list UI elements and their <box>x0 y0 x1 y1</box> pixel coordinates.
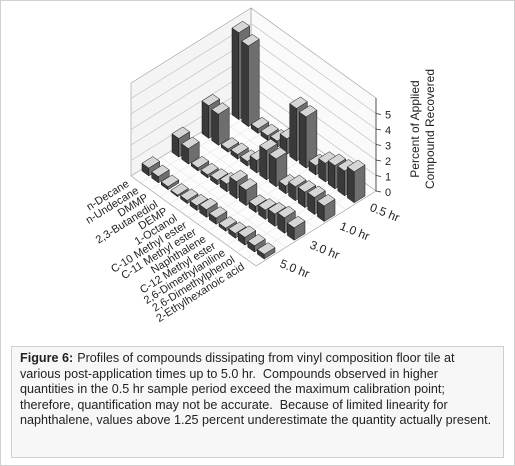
bar-side <box>248 38 260 128</box>
z-tick-label: 4 <box>385 125 391 137</box>
floor-grid <box>160 157 287 248</box>
bar-top <box>298 105 318 118</box>
z-tick <box>375 144 382 146</box>
bar-top <box>208 206 228 219</box>
bar-top <box>151 164 170 177</box>
bar-top <box>241 34 260 47</box>
bar-top <box>201 93 221 107</box>
bar-top <box>278 174 297 187</box>
bar <box>160 174 180 191</box>
bar <box>247 233 266 253</box>
bar-top <box>228 221 247 234</box>
bar-top <box>160 174 180 187</box>
bar-top <box>258 198 277 211</box>
bar-front <box>289 103 297 162</box>
caption-text: Profiles of compounds dissipating from v… <box>20 351 492 427</box>
bar-top <box>210 168 229 181</box>
bar <box>346 159 366 204</box>
bar <box>316 194 336 222</box>
bar <box>211 102 230 146</box>
bar-top <box>171 126 191 139</box>
z-axis-title: Percent of Applied <box>408 80 422 177</box>
bar-top <box>259 138 278 151</box>
bar-top <box>297 180 317 193</box>
chart: 0 1 2 3 4 5 Percent of Applied Compound Recover… <box>84 7 437 325</box>
bar-top <box>231 20 251 34</box>
bar-top <box>346 159 366 172</box>
bar-front <box>347 166 355 204</box>
bar <box>151 164 170 184</box>
bar-top <box>289 96 308 109</box>
bar-top <box>238 178 258 191</box>
bar-top <box>211 102 230 115</box>
bar-top <box>218 216 237 229</box>
bar-top <box>277 205 296 219</box>
bar-front <box>231 27 240 121</box>
bar-front <box>299 111 307 169</box>
z-tick <box>375 175 382 177</box>
z-tick-label: 1 <box>385 172 391 184</box>
bar-top <box>318 151 337 164</box>
z-tick-label: 0 <box>385 187 391 199</box>
z-tick <box>375 159 382 162</box>
z-tick <box>375 128 382 131</box>
bar-top <box>256 242 276 255</box>
z-tick <box>375 113 382 115</box>
bar-top <box>337 159 356 172</box>
bar-top <box>316 194 336 207</box>
z-tick-label: 3 <box>385 141 391 153</box>
bar <box>241 34 260 128</box>
bar <box>170 183 189 198</box>
z-axis-title: Compound Recovered <box>423 69 437 189</box>
bar-top <box>220 137 240 150</box>
series-label: 0.5 hr <box>368 200 402 224</box>
bar-top <box>200 162 219 176</box>
bar-top <box>237 225 257 238</box>
bar-top <box>260 123 279 137</box>
bar-top <box>229 169 248 182</box>
bar <box>238 178 258 207</box>
bar <box>190 155 210 172</box>
bar-top <box>250 116 270 130</box>
bar-top <box>199 197 218 211</box>
caption: Figure 6: Profiles of compounds dissipati… <box>11 346 504 458</box>
bar-top <box>189 194 209 207</box>
bar <box>256 242 276 260</box>
bar-top <box>248 194 267 207</box>
bar <box>208 206 228 225</box>
z-tick-label: 2 <box>385 156 391 168</box>
bar-top <box>327 153 347 166</box>
bar-top <box>170 183 189 196</box>
bar-top <box>286 215 306 229</box>
bar-top <box>268 146 288 160</box>
series-label: 1.0 hr <box>338 219 372 243</box>
series-label: 3.0 hr <box>308 238 342 262</box>
series-label: 5.0 hr <box>278 256 312 280</box>
bar-top <box>288 174 307 188</box>
bar-top <box>230 142 249 155</box>
z-tick <box>375 190 382 193</box>
bar-front <box>241 40 249 128</box>
bar-top <box>181 136 200 149</box>
bar-front <box>201 100 210 139</box>
bar-front <box>259 145 267 181</box>
caption-label: Figure 6: <box>20 351 74 365</box>
grid-line <box>130 23 377 114</box>
bar <box>286 215 306 241</box>
bar-top <box>247 233 266 247</box>
bar-top <box>307 185 326 198</box>
z-tick-label: 5 <box>385 110 391 122</box>
bar-front <box>269 153 277 188</box>
bar-top <box>141 156 161 169</box>
bar-top <box>180 188 199 201</box>
bar-front <box>211 109 219 146</box>
bar-top <box>267 202 287 215</box>
bar <box>181 136 200 165</box>
bar-top <box>190 155 210 169</box>
